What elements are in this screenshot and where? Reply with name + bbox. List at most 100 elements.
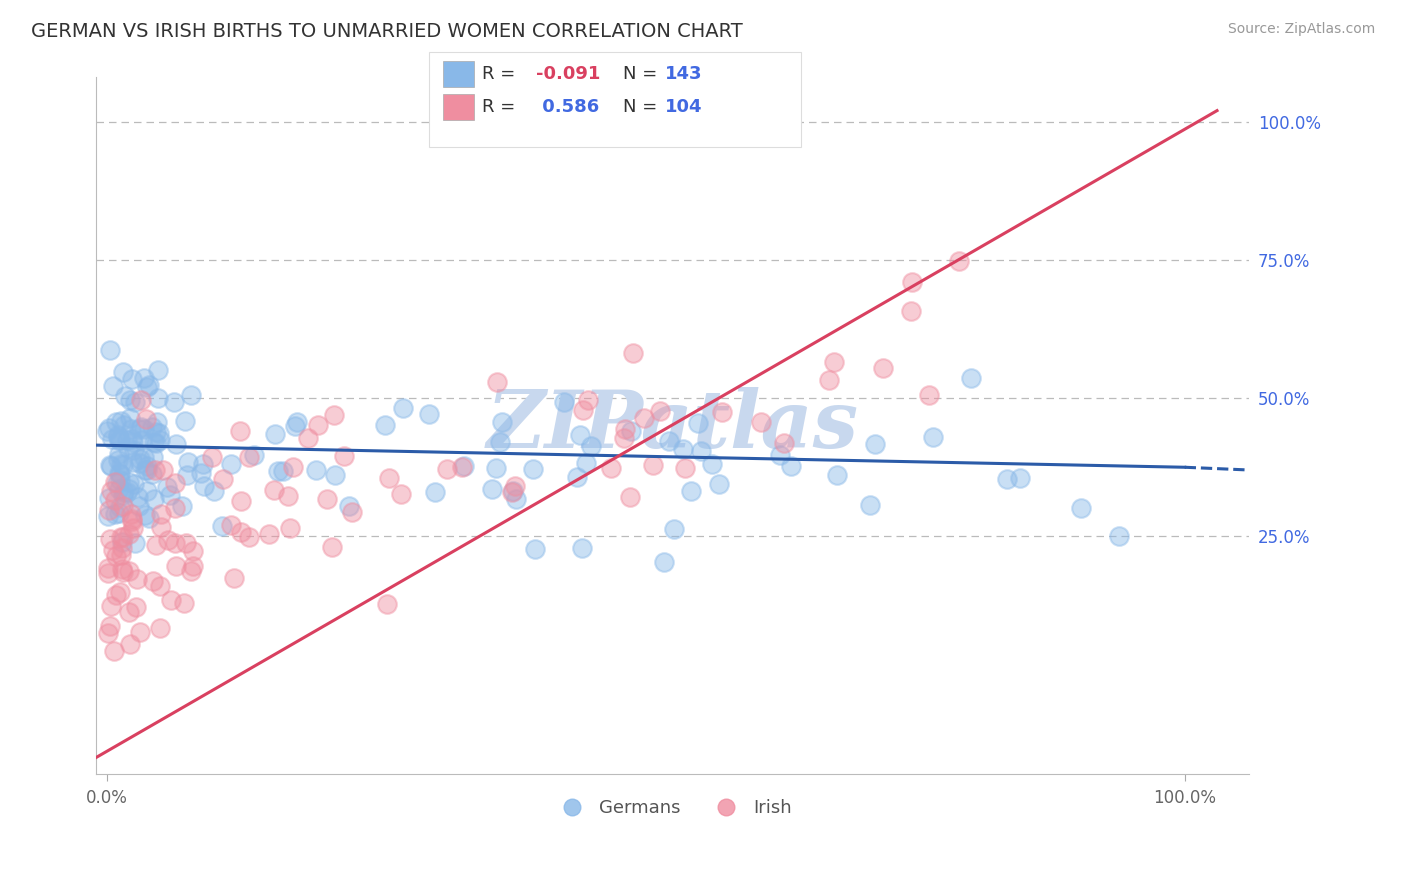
Point [149, 520, 172, 534]
Point [122, 435, 145, 450]
Point [201, 450, 224, 464]
Point [143, 435, 166, 450]
Point [148, 579, 170, 593]
Point [110, 530, 132, 544]
Point [115, 433, 138, 447]
Point [451, 460, 474, 475]
Point [136, 463, 159, 477]
Point [641, 458, 664, 472]
Point [96, 425, 118, 439]
Point [150, 507, 173, 521]
Point [135, 484, 157, 499]
Point [107, 429, 129, 443]
Point [100, 533, 122, 547]
Point [165, 476, 187, 491]
Point [149, 621, 172, 635]
Text: N =: N = [623, 98, 662, 116]
Point [211, 519, 233, 533]
Point [129, 456, 152, 470]
Point [263, 483, 285, 498]
Point [148, 363, 170, 377]
Point [127, 490, 149, 504]
Point [707, 477, 730, 491]
Point [97, 626, 120, 640]
Point [138, 378, 160, 392]
Point [221, 518, 243, 533]
Point [108, 466, 131, 480]
Point [165, 559, 187, 574]
Point [143, 492, 166, 507]
Text: R =: R = [482, 65, 522, 83]
Point [917, 388, 939, 402]
Point [120, 422, 142, 436]
Point [202, 484, 225, 499]
Point [378, 471, 401, 485]
Point [278, 521, 301, 535]
Point [131, 420, 153, 434]
Point [146, 415, 169, 429]
Point [129, 393, 152, 408]
Point [193, 479, 215, 493]
Point [148, 425, 170, 440]
Point [97, 566, 120, 580]
Point [321, 540, 343, 554]
Point [115, 484, 138, 499]
Point [132, 371, 155, 385]
Point [118, 605, 141, 619]
Point [264, 427, 287, 442]
Point [100, 483, 122, 498]
Point [104, 507, 127, 521]
Text: GERMAN VS IRISH BIRTHS TO UNMARRIED WOMEN CORRELATION CHART: GERMAN VS IRISH BIRTHS TO UNMARRIED WOME… [31, 22, 742, 41]
Point [900, 276, 922, 290]
Point [124, 395, 146, 409]
Point [132, 422, 155, 436]
Point [672, 442, 695, 457]
Point [553, 395, 575, 409]
Point [859, 499, 882, 513]
Point [110, 548, 132, 562]
Point [129, 452, 152, 467]
Point [238, 530, 260, 544]
Point [114, 389, 136, 403]
Point [121, 432, 143, 446]
Point [138, 511, 160, 525]
Point [149, 433, 172, 447]
Point [170, 499, 193, 513]
Point [98, 503, 121, 517]
Point [619, 490, 641, 504]
Point [652, 555, 675, 569]
Point [98, 343, 121, 357]
Point [322, 409, 344, 423]
Point [283, 460, 305, 475]
Text: ZIPatlas: ZIPatlas [486, 387, 859, 465]
Point [613, 432, 636, 446]
Point [650, 404, 672, 418]
Point [190, 467, 212, 481]
Point [118, 482, 141, 496]
Point [374, 417, 396, 432]
Point [229, 424, 252, 438]
Point [98, 491, 121, 506]
Point [118, 410, 141, 425]
Point [1108, 529, 1130, 543]
Point [418, 407, 440, 421]
Point [191, 457, 214, 471]
Point [489, 435, 512, 450]
Point [132, 450, 155, 464]
Text: Source: ZipAtlas.com: Source: ZipAtlas.com [1227, 22, 1375, 37]
Point [111, 562, 134, 576]
Point [769, 448, 792, 462]
Point [156, 480, 179, 494]
Point [277, 489, 299, 503]
Point [948, 253, 970, 268]
Point [141, 467, 163, 481]
Point [921, 430, 943, 444]
Point [337, 499, 360, 513]
Point [128, 499, 150, 513]
Point [231, 493, 253, 508]
Text: 0.586: 0.586 [536, 98, 599, 116]
Point [124, 535, 146, 549]
Point [229, 525, 252, 540]
Point [285, 415, 308, 429]
Point [156, 533, 179, 547]
